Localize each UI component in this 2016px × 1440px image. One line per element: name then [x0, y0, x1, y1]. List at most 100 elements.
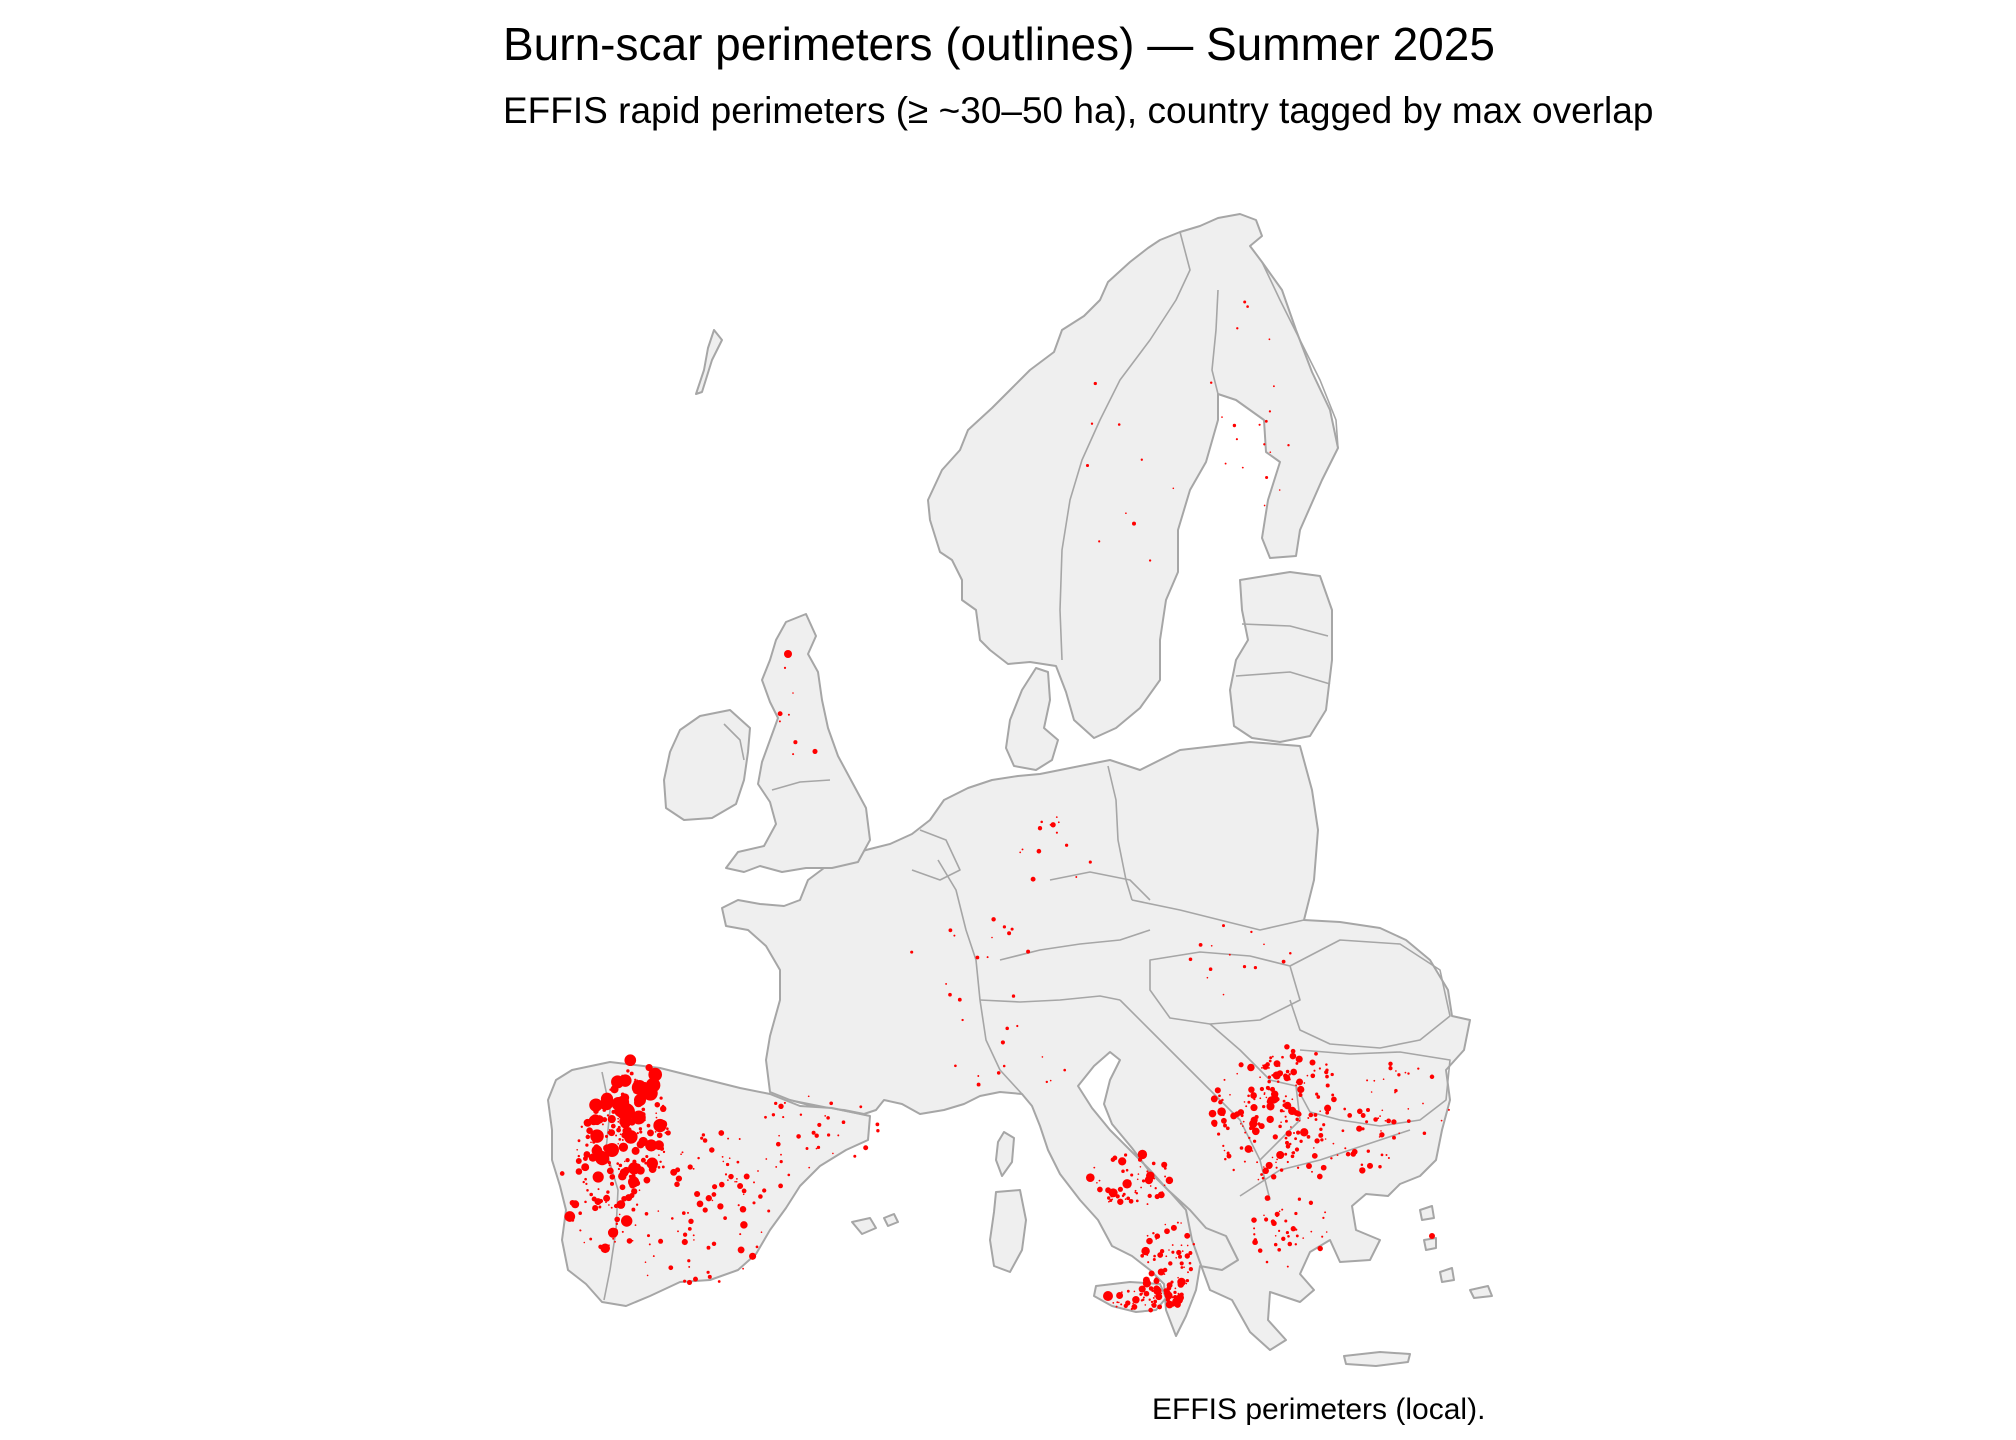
burn-scar-perimeter [1124, 1153, 1128, 1157]
burn-scar-perimeter [1382, 1078, 1385, 1080]
burn-scar-perimeter [1146, 1254, 1149, 1256]
burn-scar-perimeter [613, 1203, 619, 1209]
burn-scar-perimeter [1174, 1287, 1177, 1290]
border-france-italy [979, 999, 1023, 1095]
burn-scar-perimeter [1243, 1160, 1246, 1163]
burn-scar-perimeter [1096, 1182, 1098, 1184]
burn-scar-perimeter [1295, 1117, 1299, 1122]
burn-scar-perimeter [778, 1134, 780, 1137]
burn-scar-perimeter [737, 1204, 740, 1207]
burn-scar-perimeter [638, 1189, 641, 1191]
burn-scar-perimeter [1280, 1121, 1282, 1123]
burn-scar-perimeter [601, 1104, 606, 1110]
burn-scar-perimeter [705, 1195, 712, 1202]
border-hungary [1149, 951, 1301, 1025]
burn-scar-perimeter [639, 1130, 643, 1134]
burn-scar-perimeter [1218, 1094, 1221, 1098]
border-latvia-lithuania [1235, 671, 1331, 685]
burn-scar-perimeter [1055, 816, 1058, 818]
burn-scar-perimeter [723, 1216, 727, 1220]
burn-scar-perimeter [1269, 451, 1272, 454]
border-spain-portugal [601, 1071, 619, 1301]
burn-scar-perimeter [617, 1125, 621, 1129]
burn-scar-perimeter [620, 1118, 631, 1129]
burn-scar-perimeter [1153, 1299, 1158, 1304]
burn-scar-perimeter [775, 1141, 781, 1147]
burn-scar-perimeter [1278, 1229, 1281, 1232]
burn-scar-perimeter [910, 950, 914, 954]
burn-scar-perimeter [743, 1173, 750, 1180]
burn-scar-perimeter [1125, 1168, 1129, 1172]
map-title: Burn-scar perimeters (outlines) — Summer… [503, 18, 1495, 70]
burn-scar-perimeter [859, 1105, 863, 1109]
burn-scar-perimeter [1263, 504, 1266, 507]
burn-scar-perimeter [1422, 1131, 1427, 1136]
burn-scar-perimeter [1360, 1163, 1364, 1167]
burn-scar-perimeter [638, 1127, 643, 1131]
burn-scar-perimeter [1265, 1161, 1273, 1169]
burn-scar-perimeter [1407, 1108, 1410, 1110]
corsica-landmass [995, 1131, 1015, 1177]
burn-scar-perimeter [1276, 1158, 1278, 1161]
burn-scar-perimeter [1258, 423, 1261, 426]
burn-scar-perimeter [1164, 1223, 1167, 1226]
burn-scar-perimeter [618, 1138, 622, 1141]
burn-scar-perimeter [1133, 1290, 1136, 1293]
burn-scar-perimeter [1181, 1250, 1184, 1252]
burn-scar-perimeter [1281, 1208, 1284, 1211]
burn-scar-perimeter [700, 1136, 704, 1140]
burn-scar-perimeter [589, 1158, 592, 1161]
burn-scar-perimeter [626, 1238, 633, 1244]
burn-scar-perimeter [764, 1115, 767, 1119]
burn-scar-perimeter [1117, 1301, 1120, 1304]
burn-scar-perimeter [829, 1101, 834, 1106]
burn-scar-perimeter [1144, 1304, 1147, 1306]
burn-scar-perimeter [1088, 860, 1092, 864]
border-poland-slovakia [1131, 899, 1305, 931]
burn-scar-perimeter [616, 1127, 621, 1133]
burn-scar-perimeter [1378, 1165, 1382, 1169]
burn-scar-perimeter [977, 1075, 980, 1077]
burn-scar-perimeter [826, 1116, 830, 1120]
burn-scar-perimeter [712, 1184, 718, 1190]
burn-scar-perimeter [1236, 327, 1239, 330]
country-borders [601, 231, 1451, 1301]
burn-scar-perimeter [631, 1146, 640, 1155]
burn-scar-perimeter [1121, 1291, 1123, 1293]
burn-scar-perimeter [1040, 820, 1043, 824]
burn-scar-perimeter [724, 1173, 728, 1176]
burn-scar-perimeter [1259, 1097, 1262, 1100]
burn-scar-perimeter [1170, 1224, 1177, 1231]
burn-scar-perimeter [591, 1131, 601, 1142]
burn-scar-perimeter [586, 1127, 593, 1134]
burn-scar-perimeter [875, 1122, 880, 1127]
burn-scar-perimeter [600, 1243, 610, 1254]
burn-scar-perimeter [1295, 1234, 1299, 1238]
burn-scar-perimeter [1244, 1145, 1253, 1153]
burn-scar-perimeter [1238, 1062, 1244, 1068]
burn-scar-perimeter [607, 1161, 611, 1165]
burn-scar-perimeter [780, 1153, 782, 1156]
burn-scar-perimeter [1311, 1170, 1313, 1173]
burn-scar-perimeter [631, 1188, 638, 1195]
burn-scar-perimeter [1288, 1106, 1297, 1116]
burn-scar-perimeter [1265, 1065, 1268, 1068]
burn-scar-perimeter [767, 1209, 771, 1213]
burn-scar-perimeter [621, 1230, 624, 1233]
burn-scar-perimeter [1294, 1147, 1300, 1152]
burn-scar-perimeter [1214, 1087, 1221, 1094]
burn-scar-perimeter [986, 956, 989, 959]
burn-scar-perimeter [1275, 1161, 1277, 1164]
burn-scar-perimeter [1116, 1301, 1119, 1304]
burn-scar-perimeter [1242, 1120, 1245, 1123]
burn-scar-perimeter [665, 1130, 671, 1136]
burn-scar-perimeter [760, 1231, 763, 1233]
burn-scar-perimeter [727, 1137, 730, 1140]
burn-scar-perimeter [670, 1217, 674, 1220]
burn-scar-perimeter [816, 1145, 821, 1150]
burn-scar-perimeter [778, 1183, 783, 1189]
burn-scar-perimeter [706, 1245, 711, 1250]
burn-scar-perimeter [1384, 1119, 1387, 1122]
burn-scar-perimeter [706, 1270, 710, 1274]
burn-scar-perimeter [610, 1123, 616, 1129]
